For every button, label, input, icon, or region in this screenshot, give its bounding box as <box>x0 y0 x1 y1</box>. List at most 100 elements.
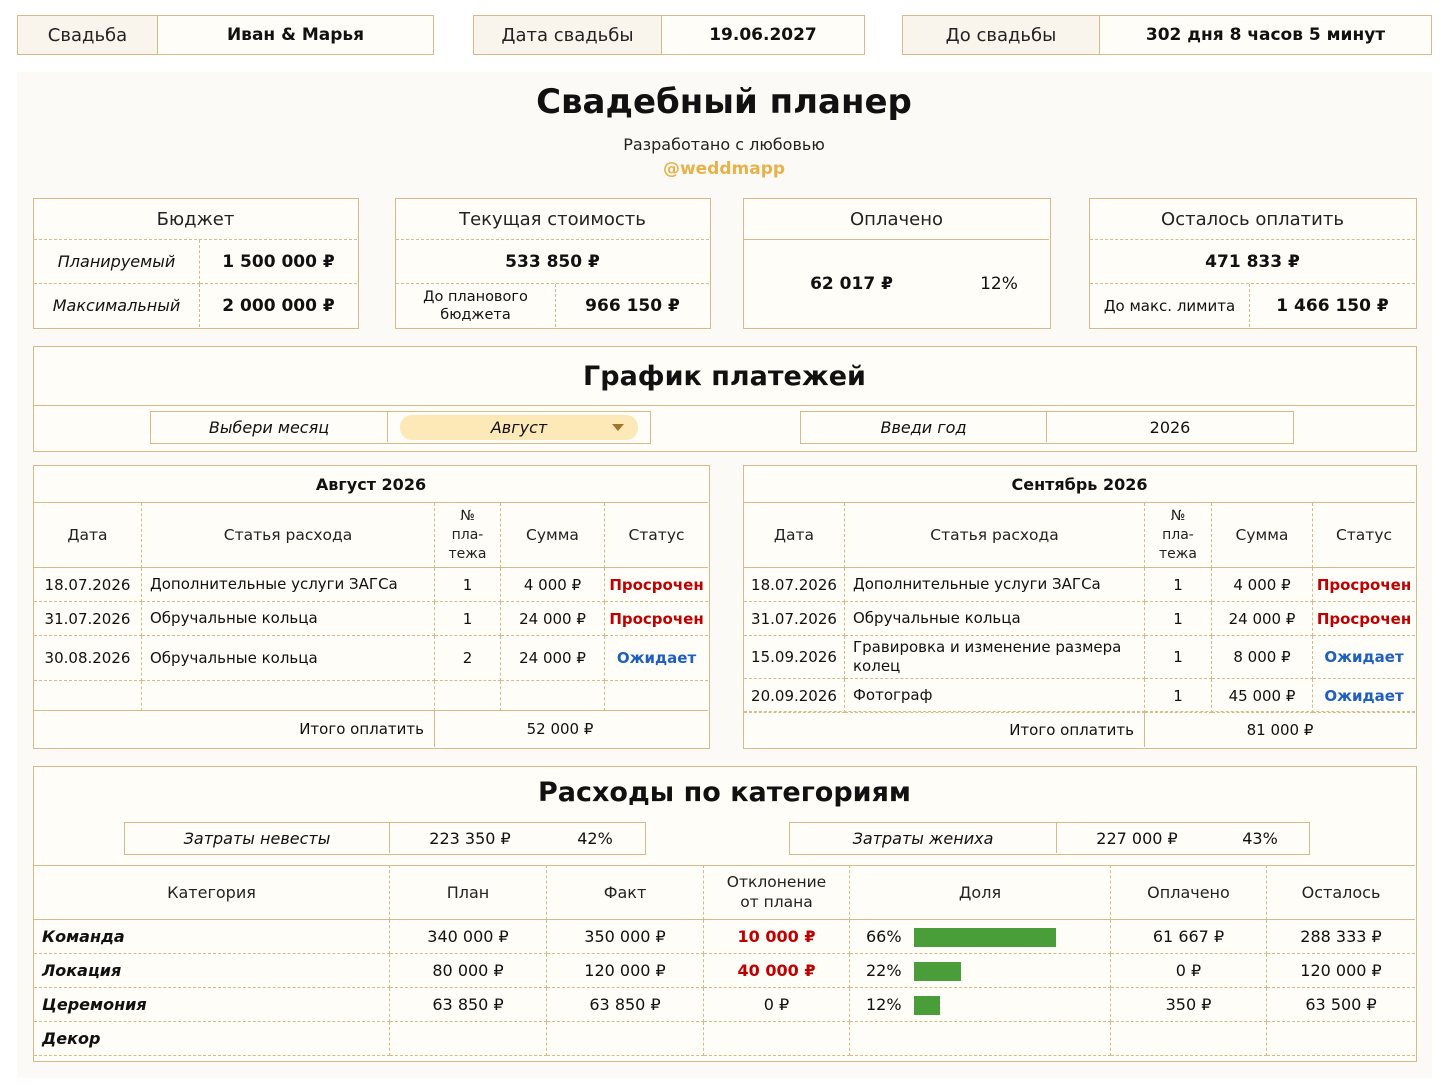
status-badge: Ожидает <box>1313 679 1415 713</box>
status-badge: Просрочен <box>605 568 708 602</box>
category-deviation: 10 000 ₽ <box>704 920 850 954</box>
wedding-label: Свадьба <box>18 16 158 54</box>
payment-date: 31.07.2026 <box>34 602 142 636</box>
budget-max-value[interactable]: 2 000 000 ₽ <box>222 295 335 316</box>
col-paid: Оплачено <box>1111 865 1267 920</box>
category-plan <box>390 1022 547 1056</box>
share-bar <box>914 962 961 981</box>
payment-item: Дополнительные услуги ЗАГСа <box>142 568 435 602</box>
paid-percent: 12% <box>980 273 1018 294</box>
wedding-date-label: Дата свадьбы <box>474 16 662 54</box>
status-badge: Просрочен <box>605 602 708 636</box>
category-name: Локация <box>34 954 390 988</box>
remaining-value: 471 833 ₽ <box>1090 240 1415 284</box>
payment-number: 1 <box>1145 602 1212 636</box>
col-status: Статус <box>1313 503 1415 568</box>
month-dropdown[interactable]: Август <box>400 415 638 440</box>
september-total-value: 81 000 ₽ <box>1145 711 1415 747</box>
current-cost-card: Текущая стоимость 533 850 ₽ До планового… <box>395 198 711 329</box>
groom-costs-value: 227 000 ₽ <box>1096 828 1178 848</box>
category-fact: 63 850 ₽ <box>547 988 704 1022</box>
categories-panel: Расходы по категориям <box>33 766 1417 1062</box>
paid-value: 62 017 ₽ <box>810 273 893 294</box>
payment-item: Обручальные кольца <box>845 602 1145 636</box>
bride-costs-percent: 42% <box>577 828 613 848</box>
category-name: Декор <box>34 1022 390 1056</box>
bride-costs-value: 223 350 ₽ <box>429 828 511 848</box>
wedding-names[interactable]: Иван & Марья <box>226 25 365 45</box>
category-fact <box>547 1022 704 1056</box>
payment-date: 15.09.2026 <box>744 636 845 679</box>
current-cost-value: 533 850 ₽ <box>396 240 709 284</box>
status-badge: Просрочен <box>1313 568 1415 602</box>
payment-item: Обручальные кольца <box>142 602 435 636</box>
to-max-value: 1 466 150 ₽ <box>1276 295 1389 316</box>
remaining-title: Осталось оплатить <box>1090 199 1415 240</box>
author-handle[interactable]: @weddmapp <box>662 159 786 179</box>
payment-sum: 4 000 ₽ <box>501 568 605 602</box>
paid-title: Оплачено <box>744 199 1049 240</box>
budget-planned-label: Планируемый <box>34 240 200 284</box>
payment-date: 18.07.2026 <box>744 568 845 602</box>
col-date: Дата <box>744 503 845 568</box>
category-share: 22% <box>850 954 1111 988</box>
category-paid: 0 ₽ <box>1111 954 1267 988</box>
payment-number: 2 <box>435 636 501 681</box>
page-subtitle: Разработано с любовью <box>623 135 825 154</box>
budget-card: Бюджет Планируемый 1 500 000 ₽ Максималь… <box>33 198 359 329</box>
category-share <box>850 1022 1111 1056</box>
col-category: Категория <box>34 865 390 920</box>
to-plan-label: До планового бюджета <box>396 284 556 327</box>
current-cost-title: Текущая стоимость <box>396 199 709 240</box>
col-sum: Сумма <box>501 503 605 568</box>
payment-sum: 24 000 ₽ <box>501 602 605 636</box>
category-left <box>1267 1022 1415 1056</box>
to-max-label: До макс. лимита <box>1090 284 1250 327</box>
payment-item: Обручальные кольца <box>142 636 435 681</box>
budget-max-label: Максимальный <box>34 284 200 327</box>
status-badge: Ожидает <box>1313 636 1415 679</box>
empty-cell <box>605 681 708 711</box>
category-name: Церемония <box>34 988 390 1022</box>
category-left: 120 000 ₽ <box>1267 954 1415 988</box>
status-badge: Ожидает <box>605 636 708 681</box>
paid-card: Оплачено 62 017 ₽ 12% <box>743 198 1051 329</box>
wedding-date-value[interactable]: 19.06.2027 <box>709 25 817 45</box>
year-input[interactable]: 2026 <box>1149 417 1191 437</box>
bride-costs-label: Затраты невесты <box>125 823 390 853</box>
category-paid: 350 ₽ <box>1111 988 1267 1022</box>
category-deviation: 0 ₽ <box>704 988 850 1022</box>
payment-number: 1 <box>1145 679 1212 713</box>
share-bar <box>914 996 940 1015</box>
status-badge: Просрочен <box>1313 602 1415 636</box>
august-table-title: Август 2026 <box>34 466 708 503</box>
col-date: Дата <box>34 503 142 568</box>
category-left: 63 500 ₽ <box>1267 988 1415 1022</box>
payment-sum: 45 000 ₽ <box>1212 679 1313 713</box>
col-item: Статья расхода <box>845 503 1145 568</box>
year-input-label: Введи год <box>801 412 1047 442</box>
col-payment-number: № пла-тежа <box>435 503 501 568</box>
year-input-box: Введи год 2026 <box>800 411 1294 444</box>
remaining-card: Осталось оплатить 471 833 ₽ До макс. лим… <box>1089 198 1417 329</box>
col-payment-number: № пла-тежа <box>1145 503 1212 568</box>
category-fact: 120 000 ₽ <box>547 954 704 988</box>
groom-costs-percent: 43% <box>1242 828 1278 848</box>
category-plan: 340 000 ₽ <box>390 920 547 954</box>
september-total-label: Итого оплатить <box>744 711 1145 747</box>
countdown-value: 302 дня 8 часов 5 минут <box>1145 25 1386 45</box>
budget-planned-value[interactable]: 1 500 000 ₽ <box>200 240 357 284</box>
category-deviation <box>704 1022 850 1056</box>
countdown-box: До свадьбы 302 дня 8 часов 5 минут <box>902 15 1432 55</box>
payment-item: Фотограф <box>845 679 1145 713</box>
category-share: 12% <box>850 988 1111 1022</box>
col-left: Осталось <box>1267 865 1415 920</box>
categories-title: Расходы по категориям <box>537 776 912 808</box>
chevron-down-icon[interactable] <box>612 424 624 431</box>
category-paid <box>1111 1022 1267 1056</box>
payment-date: 20.09.2026 <box>744 679 845 713</box>
payment-sum: 4 000 ₽ <box>1212 568 1313 602</box>
august-total-value: 52 000 ₽ <box>526 720 594 738</box>
september-payments-table: Сентябрь 2026 Дата Статья расхода № пла-… <box>743 465 1417 749</box>
payment-date: 31.07.2026 <box>744 602 845 636</box>
